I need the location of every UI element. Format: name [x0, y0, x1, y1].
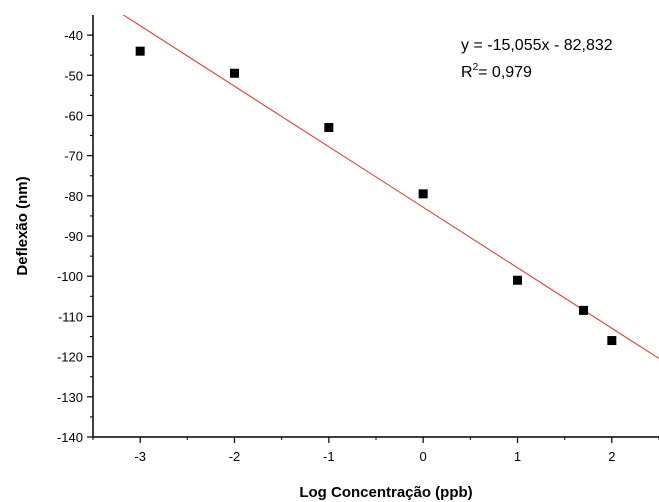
y-tick-label: -110 — [58, 309, 83, 324]
data-point — [418, 189, 428, 199]
data-point — [230, 68, 239, 78]
x-tick-label: 2 — [608, 449, 615, 464]
r-squared: R2= 0,979 — [461, 62, 532, 81]
data-point — [513, 275, 522, 285]
y-tick-label: -70 — [64, 149, 83, 164]
data-point — [607, 336, 617, 346]
r-squared-superscript: 2 — [473, 62, 479, 73]
y-tick-label: -50 — [64, 68, 83, 83]
x-tick-label: -1 — [323, 449, 335, 464]
x-tick-label: 0 — [420, 449, 427, 464]
y-tick-label: -140 — [57, 430, 83, 445]
fit-equation: y = -15,055x - 82,832 — [461, 37, 613, 54]
y-axis-title: Deflexão (nm) — [14, 176, 31, 275]
plot-area: -140-130-120-110-100-90-80-70-60-50-40-3… — [57, 15, 659, 464]
fit-line — [122, 15, 659, 359]
x-tick-label: -3 — [134, 449, 146, 464]
y-tick-label: -100 — [57, 269, 83, 284]
x-axis-title: Log Concentração (ppb) — [299, 484, 472, 501]
data-point — [579, 305, 589, 315]
data-point — [135, 46, 145, 56]
y-tick-label: -120 — [57, 350, 83, 365]
y-tick-label: -60 — [64, 108, 83, 123]
r-squared-value: = 0,979 — [478, 64, 532, 81]
y-tick-label: -130 — [57, 390, 83, 405]
r-squared-prefix: R — [461, 64, 473, 81]
y-tick-label: -40 — [64, 28, 83, 43]
y-tick-label: -90 — [64, 229, 83, 244]
x-tick-label: -2 — [229, 449, 241, 464]
x-tick-label: 1 — [514, 449, 521, 464]
y-tick-label: -80 — [64, 189, 83, 204]
data-point — [324, 123, 334, 133]
